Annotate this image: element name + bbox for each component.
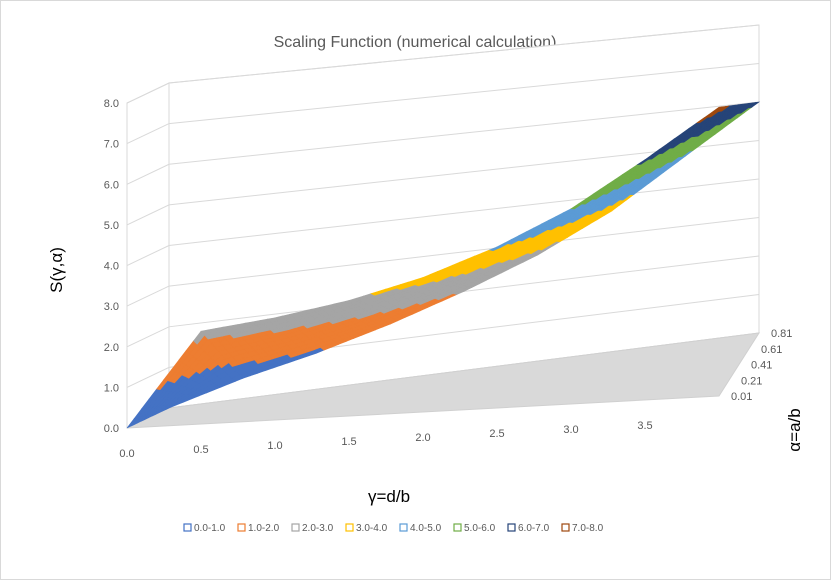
gridline bbox=[126, 63, 760, 145]
chart-title: Scaling Function (numerical calculation) bbox=[274, 34, 557, 51]
x-tick-label: 0.5 bbox=[193, 444, 208, 456]
legend-swatch bbox=[345, 523, 354, 532]
y-tick-label: 7.0 bbox=[104, 139, 119, 151]
x-tick-label: 2.5 bbox=[489, 428, 504, 440]
legend-label: 5.0-6.0 bbox=[464, 523, 496, 534]
legend-label: 6.0-7.0 bbox=[518, 523, 550, 534]
legend-swatch bbox=[291, 523, 300, 532]
gridline bbox=[126, 140, 760, 226]
legend-label: 0.0-1.0 bbox=[194, 523, 226, 534]
y-tick-label: 3.0 bbox=[104, 301, 119, 313]
legend-swatch bbox=[561, 523, 570, 532]
legend-label: 2.0-3.0 bbox=[302, 523, 334, 534]
gridline bbox=[126, 255, 760, 348]
y-tick-label: 4.0 bbox=[104, 261, 119, 273]
gridline bbox=[126, 178, 760, 266]
x-tick-label: 1.0 bbox=[267, 440, 282, 452]
y-tick-label: 0.0 bbox=[104, 423, 119, 435]
legend-label: 7.0-8.0 bbox=[572, 523, 604, 534]
depth-tick-label: 0.41 bbox=[751, 360, 772, 372]
depth-axis-ticks: 0.01 0.21 0.41 0.61 0.81 bbox=[731, 328, 792, 403]
gridline bbox=[126, 24, 760, 104]
x-tick-label: 3.0 bbox=[563, 424, 578, 436]
legend-swatch bbox=[399, 523, 408, 532]
legend-swatch bbox=[237, 523, 246, 532]
gridline bbox=[126, 101, 760, 185]
x-axis-title: γ=d/b bbox=[368, 487, 410, 506]
y-tick-label: 6.0 bbox=[104, 179, 119, 191]
x-tick-label: 3.5 bbox=[637, 420, 652, 432]
x-axis-ticks: 0.0 0.5 1.0 1.5 2.0 2.5 3.0 3.5 bbox=[119, 420, 652, 460]
y-axis-ticks: 0.0 1.0 2.0 3.0 4.0 5.0 6.0 7.0 8.0 bbox=[104, 98, 119, 435]
gridline bbox=[126, 294, 760, 388]
y-tick-label: 1.0 bbox=[104, 382, 119, 394]
depth-tick-label: 0.01 bbox=[731, 391, 752, 403]
surface-patch bbox=[711, 106, 723, 113]
legend-swatch bbox=[453, 523, 462, 532]
x-tick-label: 1.5 bbox=[341, 436, 356, 448]
y-tick-label: 2.0 bbox=[104, 342, 119, 354]
x-tick-label: 2.0 bbox=[415, 432, 430, 444]
legend-label: 1.0-2.0 bbox=[248, 523, 280, 534]
depth-tick-label: 0.81 bbox=[771, 328, 792, 340]
legend-swatch bbox=[183, 523, 192, 532]
y-axis-title: S(γ,α) bbox=[47, 247, 66, 293]
y-tick-label: 8.0 bbox=[104, 98, 119, 110]
x-tick-label: 0.0 bbox=[119, 448, 134, 460]
depth-axis-title: α=a/b bbox=[785, 408, 804, 451]
depth-tick-label: 0.61 bbox=[761, 344, 782, 356]
surface bbox=[126, 101, 761, 429]
legend-label: 4.0-5.0 bbox=[410, 523, 442, 534]
legend-swatch bbox=[507, 523, 516, 532]
y-tick-label: 5.0 bbox=[104, 220, 119, 232]
legend-label: 3.0-4.0 bbox=[356, 523, 388, 534]
depth-tick-label: 0.21 bbox=[741, 375, 762, 387]
legend: 0.0-1.0 1.0-2.0 2.0-3.0 3.0-4.0 4.0-5.0 5.0-6… bbox=[183, 523, 604, 534]
